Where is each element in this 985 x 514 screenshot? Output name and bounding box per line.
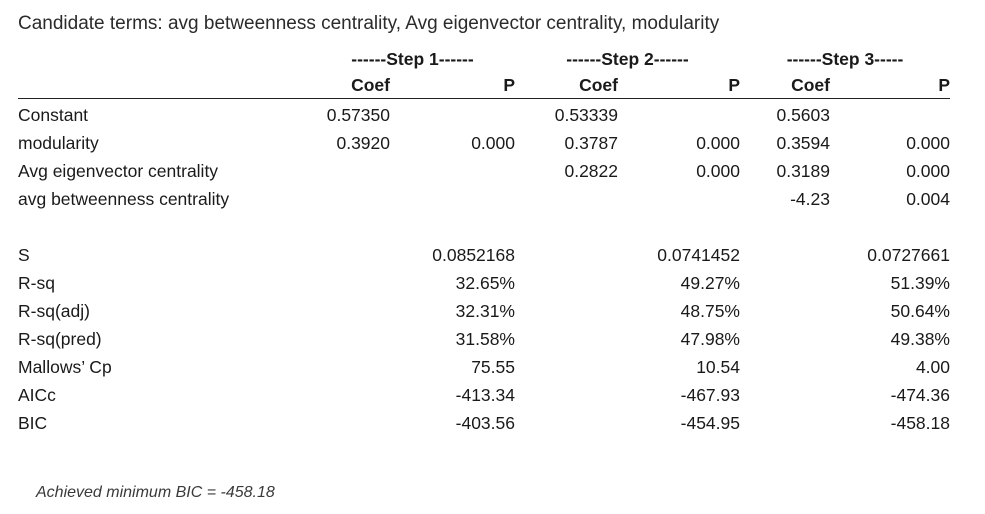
summary-row-bic: BIC -403.56 -454.95 -458.18	[18, 409, 950, 437]
section-spacer	[18, 213, 950, 241]
step-2-p-cell: 0.000	[696, 160, 740, 181]
step-2-summary-value: 0.0741452	[657, 244, 740, 265]
step-1-coef-cell	[310, 157, 390, 185]
step-2-summary-value: 47.98%	[680, 328, 740, 349]
step-header-row: ------Step 1------ ------Step 2------ --…	[18, 46, 950, 72]
step-2-coef-cell: 0.53339	[554, 104, 618, 125]
step-3-coef-cell: -4.23	[790, 188, 830, 209]
step-2-summary-value: 10.54	[696, 356, 740, 377]
row-label: avg betweenness centrality	[18, 188, 230, 209]
step-3-coef-cell: 0.5603	[776, 104, 830, 125]
coef-row-constant: Constant 0.57350 0.53339 0.5603	[18, 99, 950, 130]
step-3-summary-value: 0.0727661	[867, 244, 950, 265]
stepwise-selection-table: ------Step 1------ ------Step 2------ --…	[18, 46, 950, 437]
step-2-coef-cell: 0.2822	[564, 160, 618, 181]
coef-row-avg-betweenness-centrality: avg betweenness centrality -4.23 0.004	[18, 185, 950, 213]
step-1-summary-value: 31.58%	[455, 328, 515, 349]
row-label: Avg eigenvector centrality	[18, 160, 219, 181]
row-label: R-sq(adj)	[18, 300, 90, 321]
step-2-coef-cell	[515, 185, 618, 213]
step-2-summary-value: -454.95	[680, 412, 740, 433]
step-3-summary-value: -474.36	[890, 384, 950, 405]
row-label: AICc	[18, 384, 56, 405]
step-3-header: ------Step 3-----	[786, 48, 904, 69]
step-1-p-header: P	[390, 72, 515, 99]
coef-row-modularity: modularity 0.3920 0.000 0.3787 0.000 0.3594 0.…	[18, 129, 950, 157]
step-1-p-cell: 0.000	[471, 132, 515, 153]
step-3-summary-value: 51.39%	[890, 272, 950, 293]
step-1-p-cell	[390, 185, 515, 213]
step-3-coef-header: Coef	[740, 72, 830, 99]
summary-row-aicc: AICc -413.34 -467.93 -474.36	[18, 381, 950, 409]
step-1-summary-value: 32.31%	[455, 300, 515, 321]
step-2-summary-value: 48.75%	[680, 300, 740, 321]
summary-row-r-sq: R-sq 32.65% 49.27% 51.39%	[18, 269, 950, 297]
summary-row-mallows-cp: Mallows’ Cp 75.55 10.54 4.00	[18, 353, 950, 381]
step-3-p-cell: 0.000	[906, 160, 950, 181]
step-2-p-cell: 0.000	[696, 132, 740, 153]
row-label: Constant	[18, 104, 89, 125]
step-1-p-cell	[390, 157, 515, 185]
step-1-summary-value: -413.34	[455, 384, 515, 405]
step-2-summary-value: -467.93	[680, 384, 740, 405]
step-1-summary-value: 32.65%	[455, 272, 515, 293]
step-2-p-cell	[618, 185, 740, 213]
step-3-coef-cell: 0.3189	[776, 160, 830, 181]
column-header-blank	[18, 72, 310, 99]
step-1-summary-value: 0.0852168	[432, 244, 515, 265]
step-1-header: ------Step 1------	[351, 48, 474, 69]
summary-row-s: S 0.0852168 0.0741452 0.0727661	[18, 241, 950, 269]
step-1-summary-value: 75.55	[471, 356, 515, 377]
step-1-coef-cell: 0.57350	[326, 104, 390, 125]
step-3-coef-cell: 0.3594	[776, 132, 830, 153]
row-label: BIC	[18, 412, 48, 433]
step-3-summary-value: 49.38%	[890, 328, 950, 349]
summary-row-r-sq-pred: R-sq(pred) 31.58% 47.98% 49.38%	[18, 325, 950, 353]
step-1-coef-cell	[310, 185, 390, 213]
row-label: R-sq(pred)	[18, 328, 102, 349]
step-3-summary-value: 4.00	[915, 356, 950, 377]
step-2-p-cell	[618, 99, 740, 130]
step-2-summary-value: 49.27%	[680, 272, 740, 293]
step-2-coef-header: Coef	[515, 72, 618, 99]
candidate-terms-title: Candidate terms: avg betweenness central…	[18, 13, 720, 34]
column-header-row: Coef P Coef P Coef P	[18, 72, 950, 99]
step-1-p-cell	[390, 99, 515, 130]
summary-row-r-sq-adj: R-sq(adj) 32.31% 48.75% 50.64%	[18, 297, 950, 325]
step-3-summary-value: -458.18	[890, 412, 950, 433]
step-3-p-cell: 0.004	[906, 188, 950, 209]
coef-row-avg-eigenvector-centrality: Avg eigenvector centrality 0.2822 0.000 0.3…	[18, 157, 950, 185]
step-header-blank	[18, 46, 310, 72]
step-1-coef-cell: 0.3920	[336, 132, 390, 153]
step-1-summary-value: -403.56	[455, 412, 515, 433]
summary-rows: S 0.0852168 0.0741452 0.0727661 R-sq 32.65% 49…	[18, 241, 950, 437]
step-3-p-cell: 0.000	[906, 132, 950, 153]
coefficient-rows: Constant 0.57350 0.53339 0.5603 modularity 0.…	[18, 99, 950, 214]
row-label: modularity	[18, 132, 99, 153]
step-2-header: ------Step 2------	[566, 48, 689, 69]
step-3-p-cell	[830, 99, 950, 130]
row-label: Mallows’ Cp	[18, 356, 112, 377]
step-2-coef-cell: 0.3787	[564, 132, 618, 153]
row-label: S	[18, 244, 30, 265]
row-label: R-sq	[18, 272, 55, 293]
step-3-summary-value: 50.64%	[890, 300, 950, 321]
spacer-row	[18, 213, 950, 241]
step-2-p-header: P	[618, 72, 740, 99]
step-1-coef-header: Coef	[310, 72, 390, 99]
step-3-p-header: P	[830, 72, 950, 99]
minimum-bic-note: Achieved minimum BIC = -458.18	[36, 484, 275, 501]
